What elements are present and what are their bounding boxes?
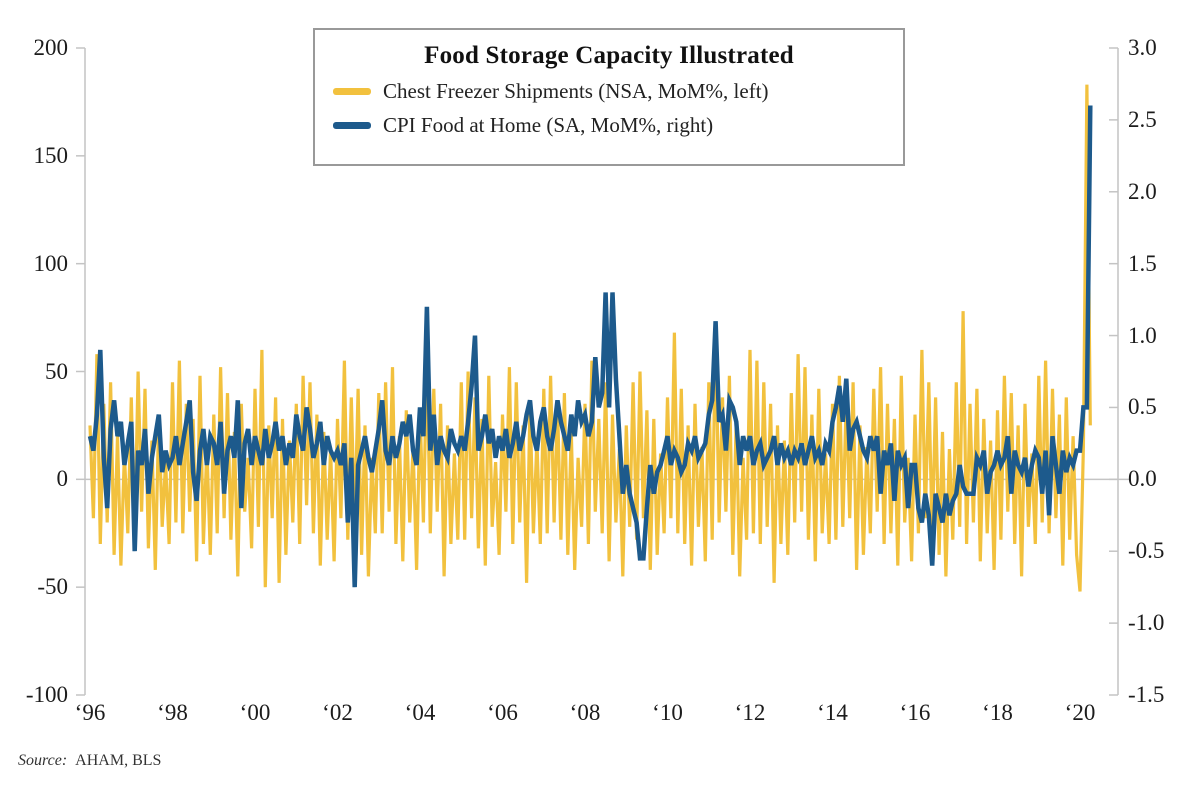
right-axis-tick-label: 0.0 (1128, 466, 1157, 492)
x-axis-tick-label: ‘06 (487, 700, 518, 725)
right-axis-tick-label: 1.5 (1128, 250, 1157, 276)
left-axis-tick-label: 50 (45, 358, 68, 384)
x-axis-tick-label: ‘96 (74, 700, 106, 725)
source-label: Source: (18, 752, 68, 769)
right-axis-tick-label: 2.0 (1128, 178, 1157, 204)
legend-item-freezer-shipments: Chest Freezer Shipments (NSA, MoM%, left… (333, 78, 903, 104)
right-axis-tick-label: 1.0 (1128, 322, 1157, 348)
left-axis-tick-label: 0 (56, 466, 69, 492)
x-axis-tick-label: ‘10 (652, 700, 683, 725)
x-axis-tick-label: ‘02 (322, 700, 353, 725)
cpi-series-line (87, 105, 1093, 588)
legend-box: Food Storage Capacity Illustrated Chest … (313, 28, 905, 166)
freezer-series-swatch-icon (333, 87, 371, 95)
source-value: AHAM, BLS (75, 752, 162, 769)
right-axis-tick-label: 0.5 (1128, 394, 1157, 420)
x-axis-tick-label: ‘20 (1064, 700, 1096, 725)
right-axis-tick-label: 3.0 (1128, 35, 1157, 60)
left-axis-tick-label: -100 (25, 682, 68, 707)
source-note: Source: AHAM, BLS (18, 752, 161, 770)
x-axis-tick-label: ‘16 (899, 700, 931, 725)
left-axis-tick-label: -50 (37, 574, 68, 600)
x-axis-tick-label: ‘12 (734, 700, 766, 725)
x-axis-tick-label: ‘04 (404, 700, 436, 725)
x-axis-tick-label: ‘08 (569, 700, 601, 725)
x-axis-tick-label: ‘00 (239, 700, 271, 725)
right-axis-tick-label: -0.5 (1128, 538, 1165, 564)
x-axis-tick-label: ‘18 (982, 700, 1013, 725)
left-axis-tick-label: 200 (33, 35, 69, 60)
right-axis-tick-label: 2.5 (1128, 106, 1157, 132)
cpi-series-swatch-icon (333, 121, 371, 129)
x-axis-tick-label: ‘14 (817, 700, 848, 725)
legend-item-cpi-food: CPI Food at Home (SA, MoM%, right) (333, 112, 903, 138)
left-axis-tick-label: 150 (33, 142, 69, 168)
chart-title: Food Storage Capacity Illustrated (424, 42, 794, 69)
freezer-series-label: Chest Freezer Shipments (NSA, MoM%, left… (383, 78, 769, 103)
right-axis-tick-label: -1.5 (1128, 682, 1165, 707)
x-axis-tick-label: ‘98 (157, 700, 188, 725)
freezer-series-line (88, 84, 1092, 592)
cpi-series-label: CPI Food at Home (SA, MoM%, right) (383, 112, 714, 137)
right-axis-tick-label: -1.0 (1128, 610, 1165, 636)
left-axis-tick-label: 100 (33, 250, 69, 276)
